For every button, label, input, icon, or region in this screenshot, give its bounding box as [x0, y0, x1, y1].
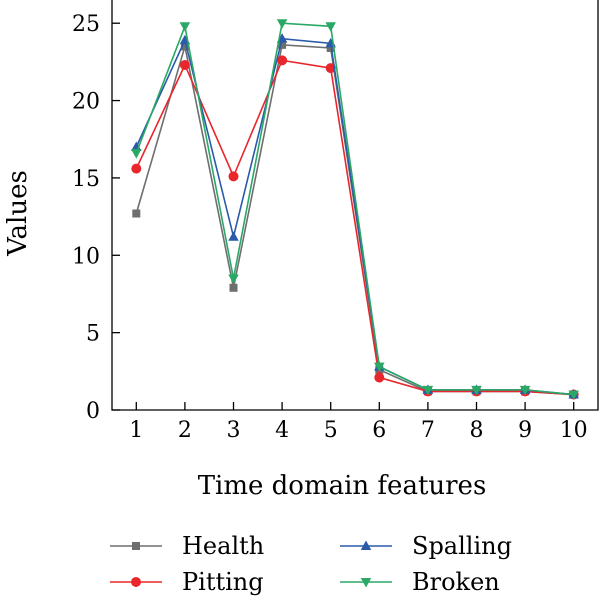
data-point-broken: [568, 390, 579, 401]
y-tick-label: 20: [72, 90, 100, 115]
series-broken: [131, 19, 579, 401]
data-point-broken: [276, 19, 288, 29]
data-point-spalling: [131, 141, 142, 151]
x-tick-label: 1: [129, 418, 143, 443]
x-tick-label: 3: [227, 418, 241, 443]
x-tick-label: 5: [324, 418, 338, 443]
series-line-spalling: [135, 37, 574, 396]
data-point-health: [132, 209, 141, 218]
legend-label-pitting: Pitting: [182, 568, 264, 596]
x-tick-label: 4: [275, 418, 289, 443]
x-tick-label: 6: [372, 418, 386, 443]
axes: 0 5 10 15 20 25 1 2 3 4 5 6 7 8 9 10: [72, 0, 599, 443]
x-tick-label: 8: [470, 418, 484, 443]
legend-label-health: Health: [182, 532, 264, 560]
y-tick-label: 5: [86, 322, 100, 347]
x-tick-label: 9: [518, 418, 532, 443]
legend-marker-broken: [360, 578, 372, 588]
y-tick-label: 15: [72, 167, 100, 192]
data-point-broken: [422, 385, 434, 396]
legend-label-broken: Broken: [412, 568, 500, 596]
data-point-broken: [471, 385, 482, 396]
y-axis-title: Values: [3, 170, 33, 257]
legend-marker-pitting: [131, 577, 141, 587]
data-point-pitting: [277, 55, 288, 66]
data-point-health: [278, 40, 287, 49]
x-tick-label: 7: [421, 418, 435, 443]
legend: Health Spalling Pitting Broken: [110, 532, 512, 596]
x-axis-title: Time domain features: [198, 471, 487, 501]
legend-item-spalling: Spalling: [340, 532, 512, 560]
series-spalling: [131, 33, 579, 399]
data-point-pitting: [325, 63, 336, 74]
data-point-broken: [519, 385, 531, 396]
series-layer: [131, 19, 579, 401]
x-tick-label: 10: [560, 418, 588, 443]
series-pitting: [131, 55, 579, 400]
data-point-broken: [179, 22, 191, 32]
data-point-broken: [374, 362, 385, 373]
y-tick-label: 0: [86, 399, 100, 424]
legend-label-spalling: Spalling: [412, 532, 512, 560]
data-point-pitting: [179, 59, 190, 70]
data-point-health: [180, 42, 189, 51]
series-line-pitting: [135, 59, 574, 396]
data-point-broken: [228, 274, 239, 284]
data-point-pitting: [374, 372, 385, 383]
x-tick-label: 2: [178, 418, 192, 443]
data-point-health: [229, 283, 238, 292]
axis-frame: [111, 0, 599, 411]
legend-marker-health: [132, 542, 140, 550]
y-tick-label: 10: [72, 244, 100, 269]
legend-item-health: Health: [110, 532, 264, 560]
data-point-pitting: [131, 163, 142, 174]
legend-item-pitting: Pitting: [110, 568, 264, 596]
y-tick-label: 25: [72, 12, 100, 37]
data-point-broken: [325, 22, 336, 32]
data-point-spalling: [228, 231, 239, 241]
legend-item-broken: Broken: [340, 568, 500, 596]
data-point-pitting: [228, 171, 239, 182]
data-point-broken: [131, 149, 142, 159]
series-line-broken: [135, 22, 574, 396]
legend-marker-spalling: [360, 540, 372, 550]
